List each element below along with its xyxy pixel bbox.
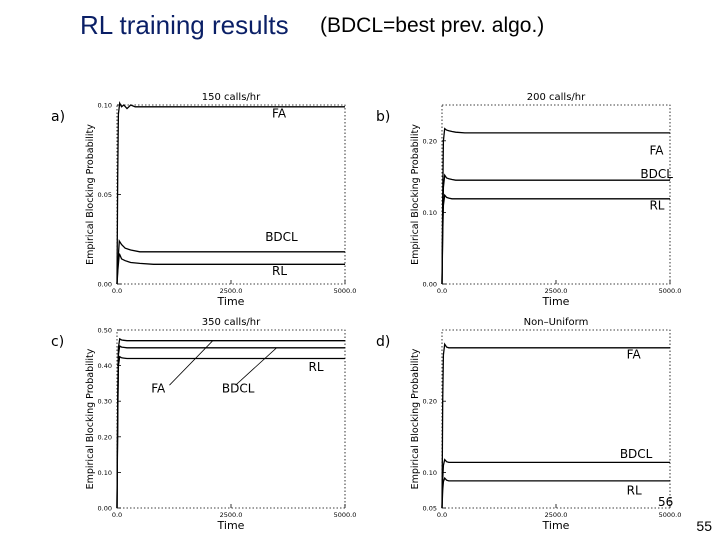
series-label-bdcl: BDCL — [222, 381, 255, 395]
slide-title: RL training results — [80, 10, 289, 40]
slide-subtitle: (BDCL=best prev. algo.) — [320, 14, 545, 37]
plot-frame — [441, 104, 671, 285]
series-label-bdcl: BDCL — [640, 167, 673, 181]
chart-title: 350 calls/hr — [202, 317, 261, 328]
series-line-rl — [116, 355, 345, 509]
x-tick-label: 0.0 — [437, 287, 447, 295]
series-label-fa: FA — [649, 143, 664, 157]
series-label-bdcl: BDCL — [620, 447, 653, 461]
x-tick-label: 0.0 — [437, 511, 447, 519]
y-tick-label: 0.30 — [98, 398, 112, 406]
x-tick-label: 5000.0 — [334, 511, 357, 519]
panel-letter: b) — [376, 109, 390, 125]
y-axis-label: Empirical Blocking Probability — [410, 124, 421, 265]
y-tick-label: 0.10 — [98, 102, 112, 110]
series-line-fa — [116, 337, 345, 509]
x-tick-label: 2500.0 — [545, 511, 568, 519]
plot-frame — [116, 104, 346, 285]
panel-letter: c) — [51, 334, 64, 350]
x-axis-label: Time — [542, 295, 570, 308]
x-tick-label: 0.0 — [112, 511, 122, 519]
x-axis-label: Time — [217, 519, 245, 532]
x-tick-label: 5000.0 — [334, 287, 357, 295]
series-line-bdcl — [116, 238, 345, 285]
series-line-bdcl — [441, 173, 670, 285]
annotation-leader-line — [169, 340, 214, 386]
y-tick-label: 0.00 — [423, 281, 437, 289]
x-tick-label: 5000.0 — [659, 511, 682, 519]
slide-number: 55 — [696, 518, 712, 534]
y-tick-label: 0.20 — [423, 137, 437, 145]
series-label-rl: RL — [309, 360, 324, 374]
y-axis-label: Empirical Blocking Probability — [85, 348, 96, 489]
y-tick-label: 0.00 — [98, 505, 112, 513]
y-tick-label: 0.00 — [98, 281, 112, 289]
plot-frame — [116, 329, 346, 509]
corner-label: 56 — [658, 495, 673, 509]
x-tick-label: 5000.0 — [659, 287, 682, 295]
series-label-rl: RL — [649, 199, 664, 213]
x-tick-label: 2500.0 — [220, 511, 243, 519]
x-axis-label: Time — [542, 519, 570, 532]
y-tick-label: 0.40 — [98, 362, 112, 370]
y-tick-label: 0.50 — [98, 327, 112, 335]
series-line-fa — [116, 101, 345, 285]
series-line-bdcl — [441, 458, 670, 509]
panel-letter: a) — [51, 109, 65, 125]
y-tick-label: 0.10 — [423, 469, 437, 477]
x-tick-label: 0.0 — [112, 287, 122, 295]
y-axis-label: Empirical Blocking Probability — [85, 124, 96, 265]
series-label-fa: FA — [151, 381, 166, 395]
series-line-fa — [441, 342, 670, 509]
chart-panel-1: a) 150 calls/hr Time Empirical Blocking Pro… — [51, 92, 356, 308]
chart-title: 150 calls/hr — [202, 92, 261, 103]
series-line-rl — [441, 193, 670, 285]
series-line-rl — [116, 253, 345, 285]
series-line-bdcl — [116, 344, 345, 509]
panel-letter: d) — [376, 334, 390, 350]
chart-panel-4: d) Non–Uniform Time Empirical Blocking Prob… — [376, 317, 681, 532]
y-tick-label: 0.05 — [98, 191, 112, 199]
chart-panel-3: c) 350 calls/hr Time Empirical Blocking Pro… — [51, 317, 356, 532]
series-line-rl — [441, 476, 670, 509]
chart-panel-2: b) 200 calls/hr Time Empirical Blocking Pro… — [376, 92, 681, 308]
series-label-rl: RL — [627, 483, 642, 497]
series-label-bdcl: BDCL — [265, 230, 298, 244]
series-label-fa: FA — [627, 347, 642, 361]
x-tick-label: 2500.0 — [545, 287, 568, 295]
series-line-fa — [441, 127, 670, 285]
y-axis-label: Empirical Blocking Probability — [410, 348, 421, 489]
y-tick-label: 0.20 — [423, 398, 437, 406]
series-label-fa: FA — [272, 107, 287, 121]
x-axis-label: Time — [217, 295, 245, 308]
y-tick-label: 0.10 — [423, 209, 437, 217]
y-tick-label: 0.20 — [98, 433, 112, 441]
chart-title: Non–Uniform — [524, 317, 589, 328]
x-tick-label: 2500.0 — [220, 287, 243, 295]
y-tick-label: 0.10 — [98, 469, 112, 477]
series-label-rl: RL — [272, 264, 287, 278]
y-tick-label: 0.05 — [423, 505, 437, 513]
chart-title: 200 calls/hr — [527, 92, 586, 103]
annotation-leader-line — [235, 347, 277, 386]
